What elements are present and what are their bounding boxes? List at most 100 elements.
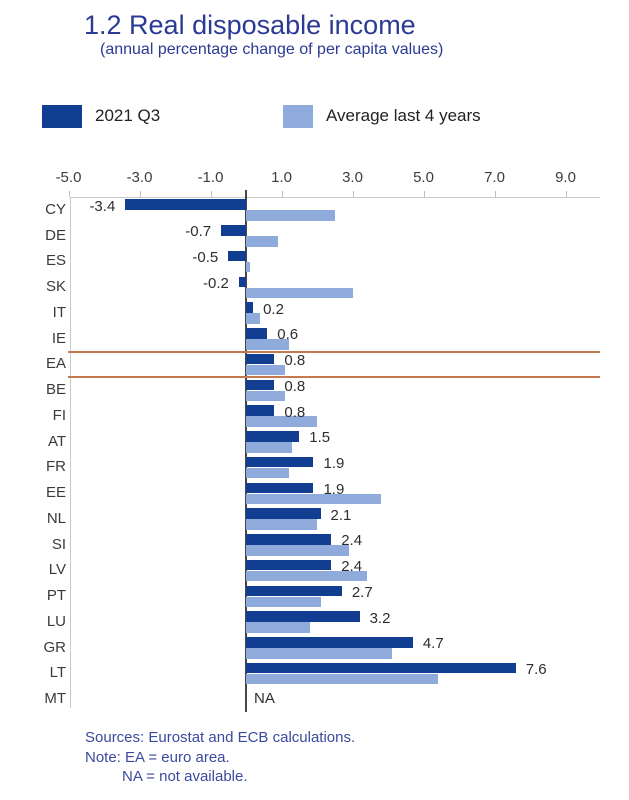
country-label-it: IT [52,303,66,321]
country-label-lv: LV [48,561,66,579]
bar-average-nl [246,519,317,530]
value-label-ie: 0.6 [277,326,299,344]
country-label-pt: PT [46,587,66,605]
bar-2021q3-lt [246,662,516,674]
country-label-de: DE [45,226,66,244]
bar-average-fi [246,416,317,427]
value-label-de: -0.7 [185,223,212,241]
value-label-ee: 1.9 [323,480,345,498]
value-label-pt: 2.7 [351,583,373,601]
x-axis-tick-mark [68,191,70,197]
country-label-nl: NL [46,509,66,527]
value-label-fr: 1.9 [323,455,345,472]
value-label-nl: 2.1 [330,506,352,524]
legend-swatch-dark [42,104,82,128]
country-label-fr: FR [46,458,66,476]
value-label-gr: 4.7 [422,635,444,653]
country-label-si: SI [51,535,66,553]
legend-label: Average last 4 years [326,106,481,125]
bar-average-sk [246,287,353,299]
x-axis-tick-mark [352,191,354,197]
bar-average-gr [246,648,392,659]
bar-average-es [246,261,250,273]
legend-label: 2021 Q3 [95,106,161,125]
x-axis-tick-label: 5.0 [413,169,434,186]
value-label-es: -0.5 [192,249,219,266]
legend-item-2021q3: 2021 Q3 [42,104,160,128]
value-label-lt: 7.6 [525,661,547,678]
value-label-at: 1.5 [309,429,331,447]
bar-average-pt [246,596,321,608]
value-label-it: 0.2 [263,300,284,318]
bar-average-lt [246,673,438,685]
bar-2021q3-lv [246,559,332,571]
bar-2021q3-at [246,431,300,442]
bar-average-it [246,313,261,324]
x-axis-tick-mark [565,191,567,197]
x-axis-tick-label: -1.0 [197,169,224,186]
x-axis-tick-label: -5.0 [55,169,82,186]
value-label-si: 2.4 [341,532,363,550]
value-label-mt: NA [254,690,275,708]
country-label-es: ES [45,252,66,270]
country-label-lu: LU [46,612,66,630]
bar-average-at [246,442,293,453]
x-axis-tick-mark [423,191,425,197]
bar-average-cy [246,210,335,221]
country-label-ee: EE [45,484,66,502]
value-label-lv: 2.4 [341,558,363,575]
x-axis-tick-label: -3.0 [126,169,153,186]
bar-2021q3-cy [125,199,246,210]
x-axis-tick-mark [139,191,141,197]
value-label-lu: 3.2 [369,609,391,627]
bar-2021q3-es [228,250,246,262]
country-label-lt: LT [49,664,66,682]
bar-2021q3-nl [246,508,321,519]
footer-note-na: NA = not available. [122,768,248,785]
bar-2021q3-si [246,534,332,545]
value-label-ea: 0.8 [284,352,306,369]
ea-highlight-rule [68,376,600,379]
bar-2021q3-sk [238,276,246,288]
bar-2021q3-ea [246,353,275,365]
plot-top-border [70,197,600,198]
bar-2021q3-ee [246,482,314,494]
country-label-be: BE [45,381,66,399]
bar-average-ie [246,339,289,350]
country-label-ea: EA [45,355,66,373]
country-label-sk: SK [45,278,66,296]
x-axis-tick-label: 7.0 [484,169,505,186]
legend-item-average: Average last 4 years [283,104,481,128]
value-label-sk: -0.2 [203,274,229,292]
bar-average-lu [246,622,310,633]
bar-average-ee [246,493,381,505]
country-label-cy: CY [45,200,66,218]
country-label-ie: IE [51,329,66,347]
legend-swatch-light [283,104,313,128]
bar-2021q3-be [246,379,275,391]
footer-sources: Sources: Eurostat and ECB calculations. [85,729,356,746]
bar-2021q3-fr [246,456,314,468]
value-label-be: 0.8 [284,377,306,395]
country-label-at: AT [47,432,66,450]
x-axis-tick-mark [494,191,496,197]
bar-2021q3-de [221,225,246,236]
chart-title: 1.2 Real disposable income [84,10,416,40]
country-label-mt: MT [44,690,66,708]
bar-2021q3-lu [246,611,360,622]
x-axis-tick-label: 9.0 [555,169,576,186]
bar-average-ea [246,364,286,376]
plot-left-border [70,197,71,708]
bar-average-de [246,236,278,247]
footer-notes: Sources: Eurostat and ECB calculations. … [85,728,355,787]
bar-2021q3-pt [246,585,342,597]
bar-average-fr [246,467,289,479]
bar-average-si [246,545,349,556]
bar-2021q3-it [246,302,254,313]
value-label-cy: -3.4 [89,197,116,215]
x-axis-tick-mark [210,191,212,197]
bar-2021q3-ie [246,328,268,339]
footer-note-ea: Note: EA = euro area. [85,748,230,766]
x-axis-tick-label: 1.0 [271,169,292,186]
